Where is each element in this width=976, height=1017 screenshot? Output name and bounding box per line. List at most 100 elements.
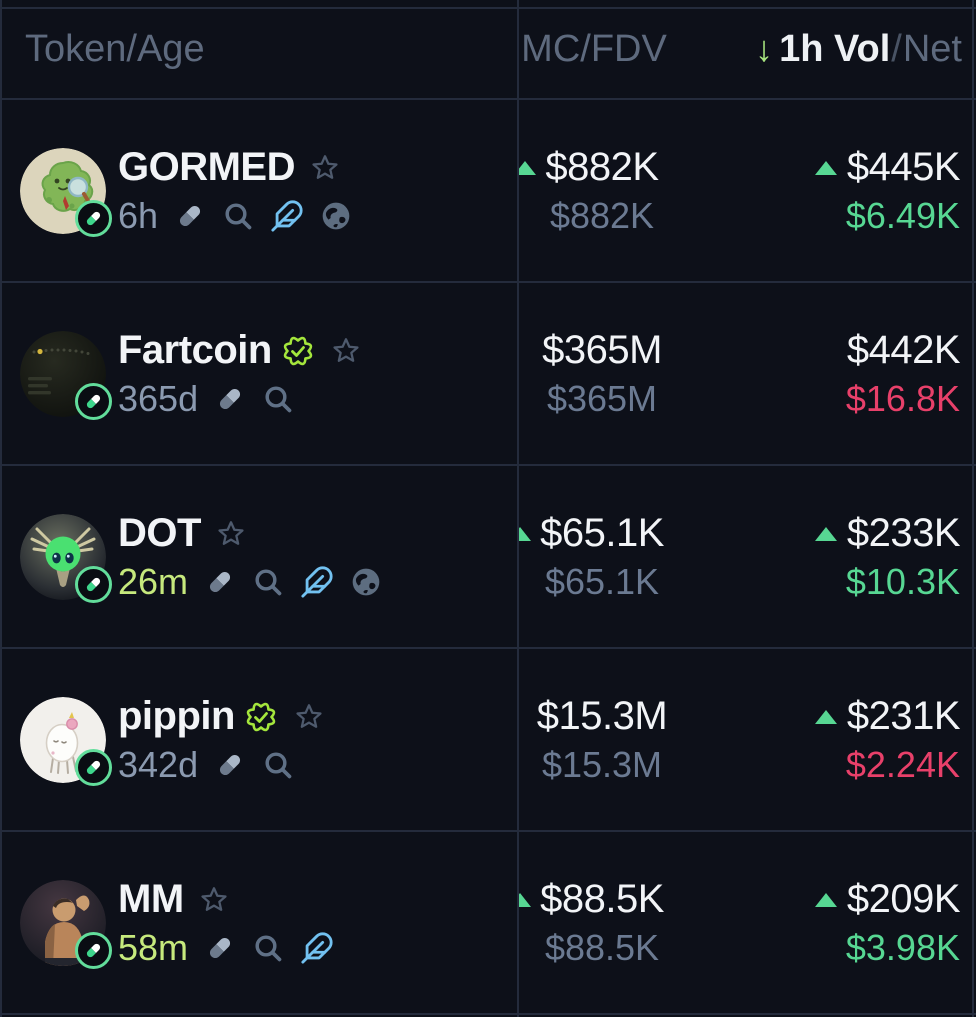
header-net[interactable]: Net [902,27,962,70]
favorite-star-button[interactable] [215,518,247,550]
token-cell: MM 58m [0,832,517,1013]
fdv-value: $88.5K [544,926,660,968]
favorite-star-button[interactable] [309,152,341,184]
vol-net-cell: $209K $3.98K [687,832,976,1013]
pill-badge-icon [75,199,112,237]
verified-badge-icon [280,333,316,369]
token-cell: Fartcoin 365d [0,283,517,464]
market-cap-value: $65.1K [540,511,664,555]
token-name: pippin [118,694,235,738]
token-name: Fartcoin [118,328,272,372]
fdv-value: $65.1K [544,560,660,602]
fdv-value: $15.3M [541,743,663,785]
header-1h-vol[interactable]: 1h Vol [779,27,891,70]
net-value: $6.49K [845,194,960,236]
mc-fdv-cell: $15.3M $15.3M [517,649,687,830]
pill-badge-icon [75,931,112,969]
favorite-star-button[interactable] [293,701,325,733]
market-cap-value: $15.3M [536,694,668,738]
token-avatar[interactable] [20,148,112,237]
pill-icon[interactable] [204,566,236,598]
token-age: 6h [118,194,159,236]
token-avatar[interactable] [20,331,112,420]
vol-net-cell: $442K $16.8K [687,283,976,464]
search-icon[interactable] [252,566,284,598]
favorite-star-button[interactable] [330,335,362,367]
token-avatar[interactable] [20,880,112,969]
pill-badge-icon [75,748,112,786]
mc-fdv-cell: $882K $882K [517,100,687,281]
up-triangle-icon [517,160,537,175]
volume-value: $233K [846,511,961,555]
fdv-value: $365M [546,377,658,419]
table-header: Token/Age MC/FDV ↓ 1h Vol / Net [0,0,976,100]
header-token-age: Token/Age [25,27,205,70]
token-avatar[interactable] [20,514,112,603]
up-triangle-icon [814,526,837,541]
up-triangle-icon [814,709,837,724]
token-avatar[interactable] [20,697,112,786]
token-cell: DOT 26m [0,466,517,647]
volume-value: $442K [846,328,961,372]
up-triangle-icon [814,892,837,907]
net-value: $3.98K [845,926,960,968]
token-row-pippin[interactable]: pippin 342d $15.3M $15.3M $231K $2.24K [0,649,976,832]
token-age: 58m [118,926,189,968]
favorite-star-button[interactable] [198,884,230,916]
market-cap-value: $88.5K [540,877,664,921]
vol-net-cell: $231K $2.24K [687,649,976,830]
token-age: 365d [118,377,199,419]
verified-badge-icon [243,699,279,735]
top-divider [0,7,976,9]
token-name: DOT [118,511,201,555]
mc-fdv-cell: $88.5K $88.5K [517,832,687,1013]
volume-value: $231K [846,694,961,738]
net-value: $16.8K [845,377,960,419]
volume-value: $445K [846,145,961,189]
net-value: $10.3K [845,560,960,602]
search-icon[interactable] [252,932,284,964]
header-mc-fdv[interactable]: MC/FDV [521,27,667,70]
net-value: $2.24K [845,743,960,785]
right-column-divider [972,0,974,1017]
vol-net-cell: $233K $10.3K [687,466,976,647]
feather-icon[interactable] [270,199,304,233]
pill-badge-icon [75,382,112,420]
header-vol-net[interactable]: ↓ 1h Vol / Net [687,28,976,71]
search-icon[interactable] [222,200,254,232]
header-slash: / [891,27,902,70]
mc-fdv-cell: $365M $365M [517,283,687,464]
column-divider [517,0,519,1017]
pill-icon[interactable] [214,383,246,415]
market-cap-value: $365M [542,328,662,372]
globe-icon[interactable] [350,566,382,598]
token-name: MM [118,877,184,921]
up-triangle-icon [517,526,532,541]
pill-icon[interactable] [204,932,236,964]
sort-descending-arrow-icon[interactable]: ↓ [755,28,774,69]
volume-value: $209K [846,877,961,921]
up-triangle-icon [814,160,837,175]
pill-icon[interactable] [214,749,246,781]
pill-icon[interactable] [174,200,206,232]
token-row-gormed[interactable]: GORMED 6h $882K $882K $445K $6.49K [0,100,976,283]
up-triangle-icon [517,892,532,907]
globe-icon[interactable] [320,200,352,232]
fdv-value: $882K [549,194,655,236]
search-icon[interactable] [262,383,294,415]
feather-icon[interactable] [300,565,334,599]
token-row-fartcoin[interactable]: Fartcoin 365d $365M $365M $442K $16.8K [0,283,976,466]
left-edge-divider [0,0,2,1017]
token-cell: GORMED 6h [0,100,517,281]
pill-badge-icon [75,565,112,603]
token-row-mm[interactable]: MM 58m $88.5K $88.5K $209K $3.98K [0,832,976,1015]
search-icon[interactable] [262,749,294,781]
token-age: 26m [118,560,189,602]
mc-fdv-cell: $65.1K $65.1K [517,466,687,647]
feather-icon[interactable] [300,931,334,965]
token-cell: pippin 342d [0,649,517,830]
token-age: 342d [118,743,199,785]
token-name: GORMED [118,145,296,189]
token-row-dot[interactable]: DOT 26m $65.1K $65.1K $233K $10.3K [0,466,976,649]
